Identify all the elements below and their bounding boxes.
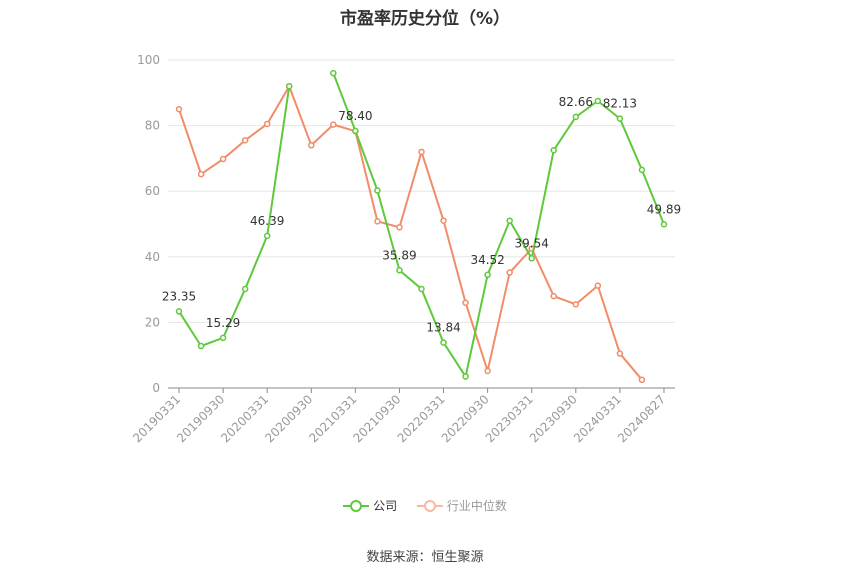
data-point-1 [374,218,381,225]
line-chart: 0204060801002019033120190930202003312020… [130,53,681,445]
data-point-1 [572,301,580,308]
data-point-0 [374,187,381,194]
data-point-1 [484,367,491,375]
legend-swatch-industry-median [416,499,443,513]
data-label: 39.54 [515,236,549,250]
series-layer [175,69,668,384]
data-point-1 [396,224,403,231]
data-label: 49.89 [647,202,681,216]
data-point-1 [440,217,447,224]
data-point-1 [263,120,271,128]
series-line-0 [178,86,291,348]
data-point-1 [175,105,183,113]
data-point-1 [594,282,602,289]
data-point-0 [440,339,447,346]
data-point-1 [197,170,205,178]
grid-lines [168,59,675,323]
data-point-0 [175,308,183,315]
data-label: 34.52 [470,253,504,267]
data-point-0 [484,271,491,279]
data-point-0 [462,373,469,380]
data-point-1 [241,137,249,144]
data-point-0 [660,221,668,228]
data-point-0 [616,115,624,122]
y-tick-label: 60 [145,184,160,198]
data-point-0 [219,334,227,342]
y-tick-label: 100 [137,53,160,67]
data-source: 数据来源：恒生聚源 [366,550,484,565]
data-point-0 [396,267,403,274]
data-point-1 [638,376,646,384]
y-tick-label: 40 [145,250,160,264]
data-point-0 [506,217,513,224]
data-point-1 [330,121,337,128]
data-point-1 [550,292,558,300]
data-labels: 23.35 15.29 46.39 78.40 35.89 13.84 34.52 39.54… [162,95,681,335]
legend: 公司 行业中位数 [0,497,850,516]
data-point-1 [462,299,469,306]
data-label: 13.84 [426,321,460,335]
data-point-0 [330,69,337,77]
data-label: 78.40 [338,109,372,123]
series-line-0 [332,72,665,378]
legend-item-company[interactable]: 公司 [343,497,397,514]
data-label: 46.39 [250,214,284,228]
data-point-0 [572,113,580,121]
legend-label-industry-median: 行业中位数 [446,499,507,513]
data-label: 15.29 [206,316,240,330]
y-tick-label: 20 [145,315,160,329]
data-point-1 [308,142,315,149]
data-label: 82.13 [603,97,637,111]
data-point-0 [550,146,558,154]
data-point-0 [285,82,293,90]
data-point-0 [241,285,249,293]
data-label: 35.89 [382,248,416,262]
chart-title: 市盈率历史分位（%） [339,9,511,29]
series-line-1 [178,85,643,381]
data-point-0 [263,232,271,240]
data-label: 23.35 [162,289,196,303]
data-point-1 [506,269,513,276]
data-point-1 [418,148,425,156]
legend-label-company: 公司 [373,499,398,513]
data-label: 82.66 [559,95,593,109]
data-point-0 [594,97,602,105]
y-tick-label: 80 [145,119,160,133]
data-point-0 [352,127,359,135]
y-tick-label: 0 [152,381,160,395]
legend-swatch-company [343,499,370,513]
data-point-1 [616,350,624,357]
data-point-0 [197,342,205,350]
legend-item-industry-median[interactable]: 行业中位数 [416,497,507,514]
data-point-0 [418,285,425,293]
data-point-0 [638,166,646,174]
data-point-0 [528,255,535,262]
x-tick-label: 20240827 [615,392,668,445]
data-point-1 [219,155,227,163]
